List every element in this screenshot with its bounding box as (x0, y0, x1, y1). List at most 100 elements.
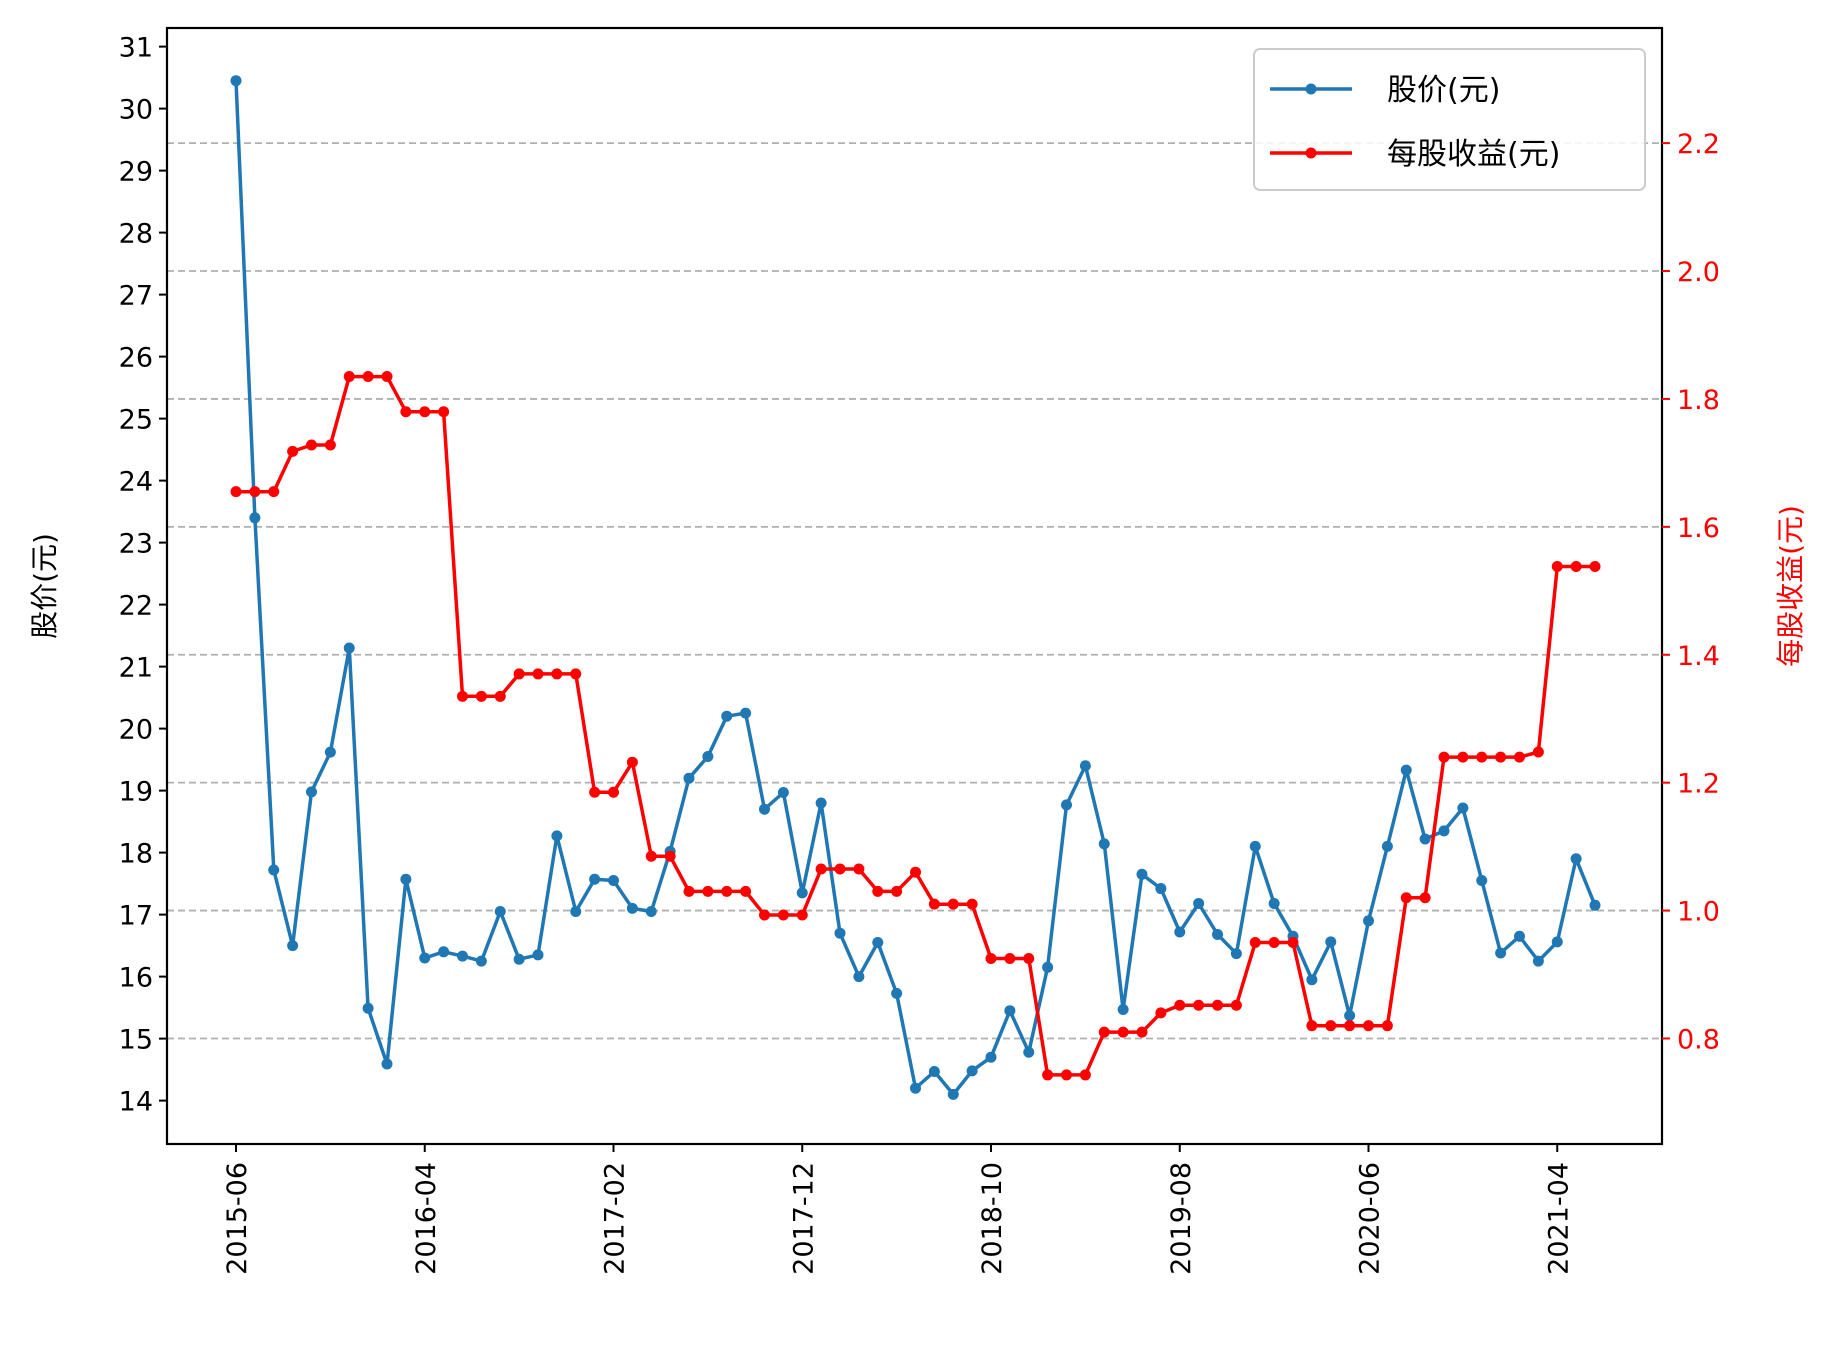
eps-point (494, 690, 506, 702)
left-tick-label: 31 (119, 33, 153, 64)
price-point (513, 953, 525, 965)
eps-point (1136, 1026, 1148, 1038)
eps-point (796, 909, 808, 921)
eps-point (834, 863, 846, 875)
left-tick-label: 28 (119, 219, 153, 250)
eps-point (230, 486, 242, 498)
price-point (891, 987, 903, 999)
price-point (1193, 897, 1205, 909)
left-tick-label: 14 (119, 1087, 153, 1118)
eps-point (1325, 1020, 1337, 1032)
eps-point (1363, 1020, 1374, 1032)
price-point (589, 873, 601, 885)
price-point (777, 786, 789, 798)
eps-point (381, 371, 393, 383)
right-tick-label: 1.8 (1677, 385, 1720, 416)
eps-point (1212, 999, 1223, 1011)
right-tick-label: 1.2 (1677, 769, 1720, 800)
price-point (853, 971, 865, 983)
price-point (1381, 840, 1393, 852)
eps-point (1061, 1069, 1072, 1081)
price-point (1419, 833, 1431, 845)
price-point (928, 1065, 940, 1077)
eps-point (1023, 953, 1035, 965)
eps-point (1268, 937, 1280, 949)
eps-point (457, 690, 468, 702)
left-tick-label: 23 (119, 529, 153, 560)
legend-marker-eps (1305, 147, 1317, 159)
left-tick-label: 26 (119, 343, 153, 374)
price-point (626, 902, 638, 914)
eps-point (683, 885, 695, 897)
price-point (362, 1002, 374, 1014)
eps-point (1476, 751, 1488, 763)
series-eps (230, 371, 1601, 1081)
eps-point (985, 953, 997, 965)
price-point (1061, 799, 1072, 811)
eps-point (928, 898, 940, 910)
eps-point (1495, 751, 1507, 763)
left-tick-label: 15 (119, 1025, 153, 1056)
price-point (759, 803, 770, 815)
right-tick-label: 1.0 (1677, 897, 1720, 928)
price-point (381, 1058, 393, 1070)
x-tick-label: 2017-02 (600, 1162, 631, 1275)
price-point (1249, 840, 1261, 852)
x-axis: 2015-06 2016-04 2017-02 2017-12 2018-10 2019-… (222, 1144, 1574, 1275)
eps-point (702, 885, 714, 897)
eps-point (287, 445, 299, 457)
eps-point (1306, 1020, 1318, 1032)
price-point (230, 75, 242, 87)
x-tick-label: 2015-06 (222, 1162, 253, 1275)
price-point (1514, 930, 1525, 942)
eps-point (891, 885, 903, 897)
eps-point (570, 668, 582, 680)
left-tick-label: 25 (119, 405, 153, 436)
price-point (1476, 875, 1488, 886)
price-point (1212, 928, 1223, 940)
eps-point (1400, 892, 1412, 904)
eps-point (1570, 560, 1582, 572)
legend-label-price: 股价(元) (1387, 73, 1500, 108)
left-tick-label: 22 (119, 591, 153, 622)
price-point (985, 1051, 997, 1063)
eps-point (438, 406, 450, 418)
eps-point (324, 439, 336, 451)
eps-point (1551, 560, 1563, 572)
price-point (532, 949, 544, 961)
price-point (1079, 760, 1091, 772)
eps-point (513, 668, 525, 680)
eps-point (1514, 751, 1525, 763)
price-point (1306, 974, 1318, 986)
x-tick-label: 2021-04 (1543, 1162, 1574, 1275)
left-tick-label: 19 (119, 777, 153, 808)
legend-label-eps: 每股收益(元) (1387, 137, 1560, 172)
price-point (1098, 838, 1110, 850)
eps-point (362, 371, 374, 383)
right-tick-label: 1.4 (1677, 641, 1720, 672)
eps-point (1079, 1069, 1091, 1081)
left-tick-label: 16 (119, 963, 153, 994)
legend: 股价(元) 每股收益(元) (1253, 48, 1646, 191)
right-axis: 0.8 1.0 1.2 1.4 1.6 1.8 2.0 2.2 (1662, 129, 1720, 1055)
price-point (683, 772, 695, 784)
price-point (400, 873, 412, 885)
legend-marker-price (1305, 83, 1317, 95)
eps-point (1155, 1007, 1167, 1019)
eps-point (1193, 999, 1205, 1011)
price-point (438, 946, 450, 958)
left-tick-label: 18 (119, 839, 153, 870)
eps-point (306, 439, 317, 451)
price-point (1268, 897, 1280, 909)
price-point (1004, 1005, 1016, 1017)
price-point (872, 937, 884, 948)
eps-point (608, 786, 619, 798)
price-point (721, 710, 733, 722)
left-tick-label: 20 (119, 715, 153, 746)
eps-point (1098, 1026, 1110, 1038)
price-point (570, 906, 582, 917)
eps-point (475, 690, 487, 702)
eps-point (721, 885, 733, 897)
left-tick-label: 30 (119, 95, 153, 126)
right-tick-label: 1.6 (1677, 513, 1720, 544)
